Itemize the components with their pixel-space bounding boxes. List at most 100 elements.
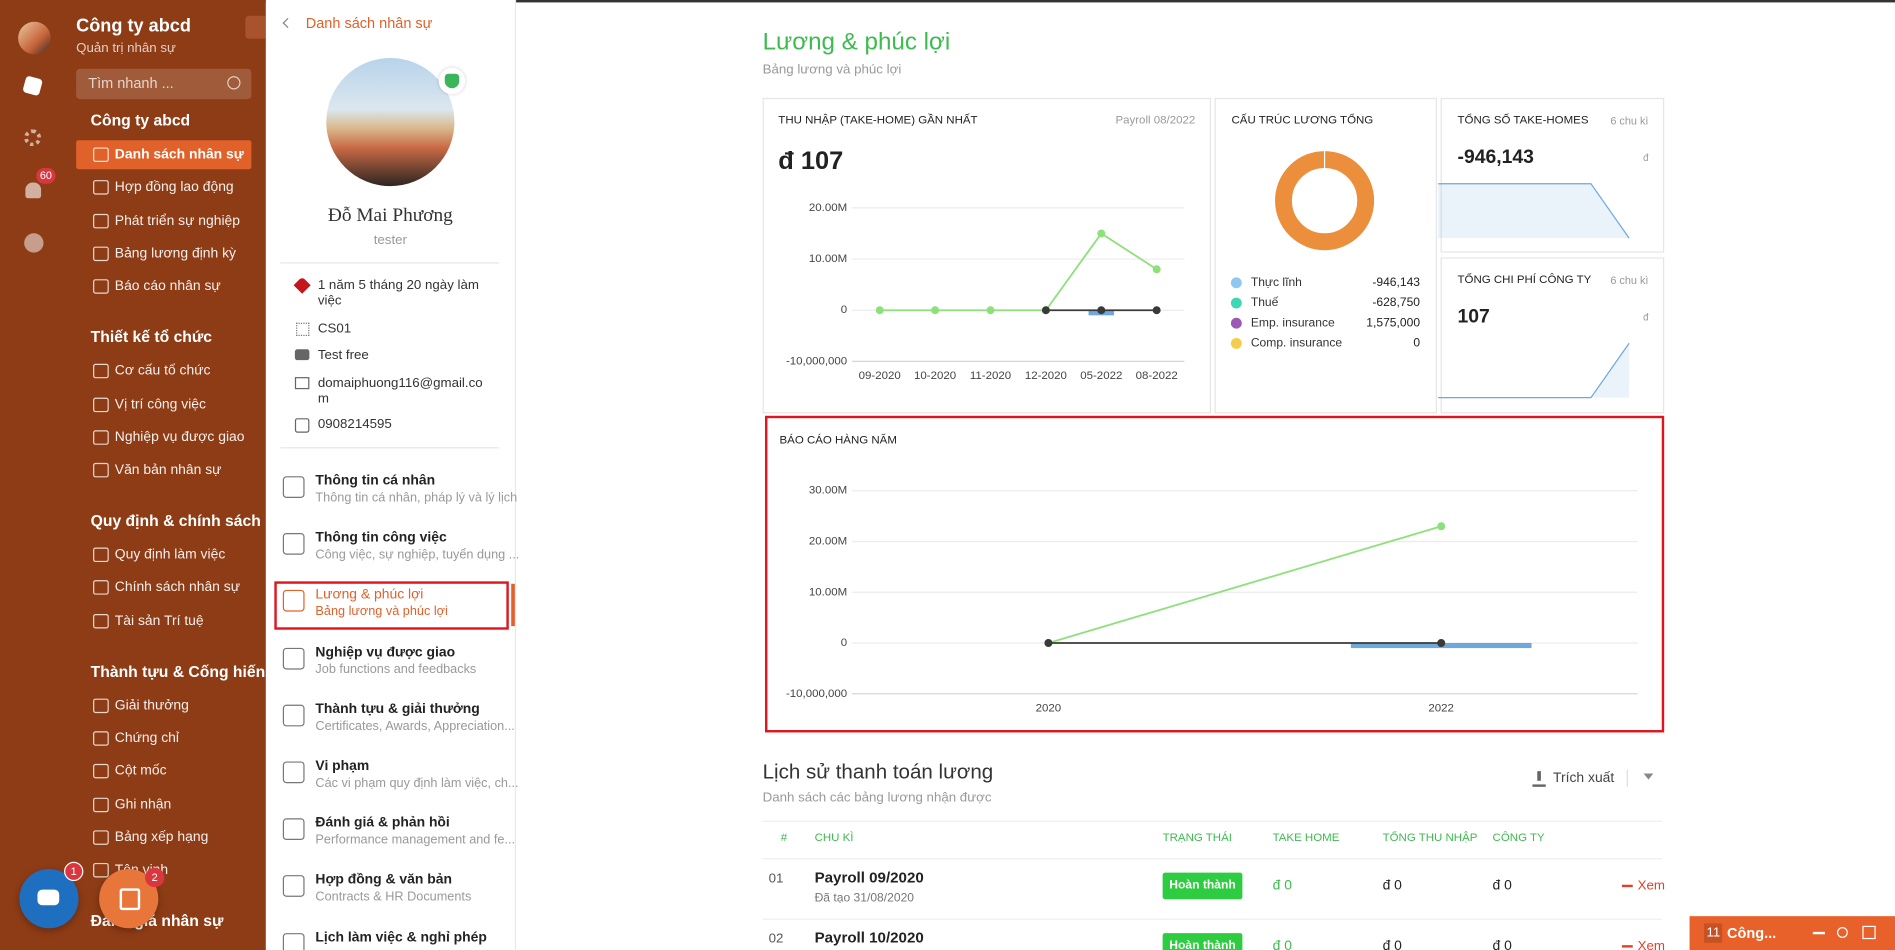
minimize-icon[interactable] (1812, 931, 1825, 935)
action-arrow (1621, 945, 1633, 947)
back-link[interactable]: Danh sách nhân sự (305, 14, 433, 32)
nav-icon (93, 147, 109, 162)
divider (1626, 769, 1628, 787)
take-home: đ 0 (1272, 878, 1292, 894)
menu-title[interactable]: Hợp đồng & văn bản (315, 873, 452, 888)
card-unit: đ (1643, 152, 1649, 164)
chat-widget[interactable]: 11 Công... (1689, 916, 1895, 950)
export-button[interactable]: Trích xuất (1552, 771, 1615, 786)
row-created: Đã tạo 31/08/2020 (814, 891, 915, 906)
card-label: TỔNG CHI PHÍ CÔNG TY (1457, 273, 1592, 287)
cost-card: TỔNG CHI PHÍ CÔNG TY 6 chu kì 107 đ (1440, 257, 1665, 414)
menu-title[interactable]: Thông tin cá nhân (315, 473, 436, 489)
nav-item[interactable]: Giải thưởng (114, 698, 189, 713)
takehome-card: THU NHẬP (TAKE-HOME) GẦN NHẤT Payroll 08… (762, 97, 1211, 414)
nav-icon (93, 397, 109, 412)
view-link[interactable]: Xem (1637, 939, 1665, 950)
nav-icon (93, 364, 109, 379)
column-header: CÔNG TY (1492, 831, 1545, 845)
highlight-box (274, 581, 509, 630)
column-header: TAKE HOME (1272, 831, 1340, 845)
profile-photo (326, 58, 455, 187)
menu-title[interactable]: Thông tin công việc (315, 530, 447, 546)
row-index: 01 (768, 871, 784, 886)
employee-title: tester (373, 233, 407, 248)
card-label: BÁO CÁO HÀNG NĂM (779, 433, 897, 448)
nav-item[interactable]: Phát triển sự nghiệp (114, 213, 241, 228)
email-icon (294, 377, 310, 390)
nav-item[interactable]: Chứng chỉ (114, 731, 179, 746)
menu-icon (282, 875, 305, 898)
search-placeholder: Tìm nhanh ... (88, 74, 174, 92)
nav-item[interactable]: Vị trí công việc (114, 397, 206, 412)
nav-item[interactable]: Báo cáo nhân sự (114, 279, 221, 294)
menu-icon (282, 590, 305, 613)
menu-subtitle: Công việc, sự nghiệp, tuyển dụng ... (315, 547, 520, 563)
chat-count: 11 (1704, 923, 1723, 943)
back-chevron (282, 17, 293, 29)
nav-icon (93, 279, 109, 294)
nav-icon (93, 463, 109, 478)
phone: 0908214595 (317, 416, 392, 432)
export-caret[interactable] (1643, 773, 1654, 780)
total-income: đ 0 (1382, 939, 1402, 950)
search-box[interactable]: Tìm nhanh ... (76, 68, 252, 100)
task-badge: 2 (145, 867, 165, 888)
row-period[interactable]: Payroll 10/2020 (814, 929, 924, 947)
table-line (762, 918, 1662, 920)
menu-title[interactable]: Nghiệp vụ được giao (315, 644, 456, 660)
nav-icon (93, 547, 109, 563)
settings-icon[interactable] (24, 129, 42, 147)
nav-item[interactable]: Cột mốc (114, 764, 167, 779)
chat-icon (37, 889, 60, 906)
nav-group-title: Thành tựu & Cống hiến (90, 661, 266, 681)
nav-item[interactable]: Văn bản nhân sự (114, 463, 222, 478)
nav-item[interactable]: Ghi nhận (114, 797, 172, 812)
nav-item[interactable]: Bảng xếp hạng (114, 830, 209, 845)
menu-icon (282, 704, 305, 727)
company-avatar (18, 21, 51, 55)
column-header: CHU KÌ (814, 831, 854, 845)
history-title: Lịch sử thanh toán lương (762, 760, 994, 784)
nav-item[interactable]: Bảng lương định kỳ (114, 246, 237, 261)
bell-icon[interactable] (25, 182, 42, 199)
menu-title[interactable]: Lương & phúc lợi (315, 587, 424, 603)
search-icon[interactable] (1836, 927, 1848, 938)
menu-title[interactable]: Đánh giá & phản hồi (315, 816, 450, 831)
menu-title[interactable]: Thành tựu & giải thưởng (315, 701, 480, 717)
company-role: Quản trị nhân sự (76, 41, 176, 56)
add-icon[interactable] (24, 233, 44, 253)
nav-group-title: Công ty abcd (90, 111, 191, 130)
nav-icon (93, 430, 109, 445)
menu-icon (282, 476, 305, 498)
takehomes-card: TỔNG SỐ TAKE-HOMES 6 chu kì -946,143 đ (1440, 97, 1665, 253)
profile-panel: Danh sách nhân sự Đỗ Mai Phương tester 1… (265, 0, 520, 950)
divider (280, 447, 500, 449)
status-badge: Hoàn thành (1162, 872, 1243, 900)
card-amount: 107 (1457, 306, 1490, 328)
email: domaiphuong116@gmail.com (317, 375, 483, 407)
nav-item[interactable]: Chính sách nhân sự (114, 580, 241, 596)
card-cycles: 6 chu kì (1610, 274, 1649, 287)
expand-icon[interactable] (1862, 925, 1876, 940)
menu-icon (282, 818, 305, 841)
app-icon[interactable] (22, 75, 43, 97)
collapse-button[interactable] (245, 15, 266, 39)
row-period[interactable]: Payroll 09/2020 (814, 869, 924, 886)
menu-title[interactable]: Vi phạm (315, 759, 370, 774)
menu-title[interactable]: Lịch làm việc & nghỉ phép (315, 930, 487, 945)
menu-subtitle: Performance management and fe... (315, 832, 516, 848)
nav-item[interactable]: Quy định làm việc (114, 547, 226, 563)
nav-item[interactable]: Danh sách nhân sự (114, 147, 244, 162)
nav-item[interactable]: Nghiệp vụ được giao (114, 430, 245, 445)
view-link[interactable]: Xem (1637, 878, 1665, 894)
nav-item[interactable]: Cơ cấu tổ chức (114, 364, 211, 379)
menu-subtitle: Các vi phạm quy định làm việc, ch... (315, 775, 519, 791)
menu-icon (282, 647, 305, 670)
total-income: đ 0 (1382, 878, 1402, 894)
code-icon (296, 322, 310, 337)
nav-item[interactable]: Tài sản Trí tuệ (114, 613, 204, 629)
nav-icon (93, 580, 109, 596)
nav-item[interactable]: Hợp đồng lao động (114, 180, 234, 195)
